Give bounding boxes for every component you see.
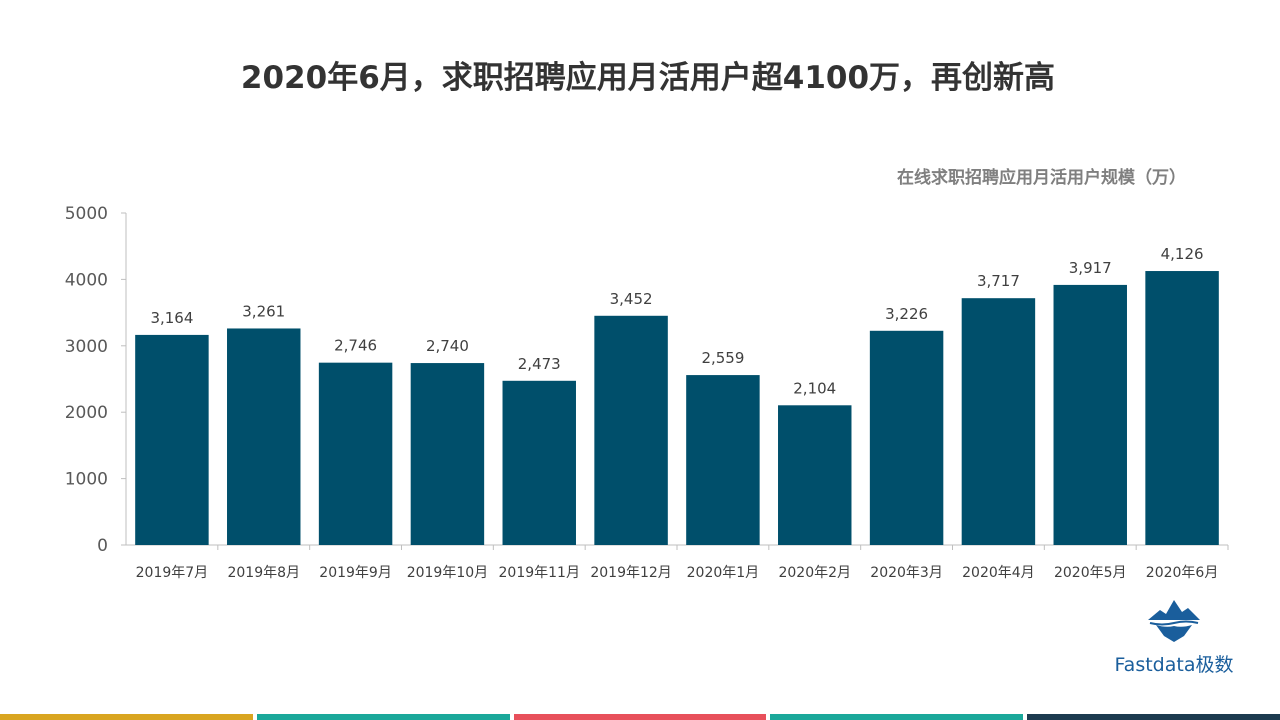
bar xyxy=(410,363,485,545)
data-label: 2,559 xyxy=(701,349,744,367)
x-tick-label: 2019年12月 xyxy=(590,565,671,581)
data-label: 3,164 xyxy=(150,309,193,327)
bar xyxy=(318,362,393,545)
data-label: 2,740 xyxy=(426,337,469,355)
x-tick-label: 2020年2月 xyxy=(778,565,851,581)
x-tick-label: 2020年5月 xyxy=(1054,565,1127,581)
x-tick-label: 2019年7月 xyxy=(136,565,209,581)
brand-logo: Fastdata极数 xyxy=(1104,596,1244,680)
bar xyxy=(502,380,576,545)
data-label: 3,452 xyxy=(610,290,653,308)
y-tick-label: 5000 xyxy=(65,204,108,224)
bar xyxy=(1145,271,1219,545)
chart-title: 在线求职招聘应用月活用户规模（万） xyxy=(897,168,1186,188)
bar xyxy=(961,298,1036,545)
x-tick-label: 2020年1月 xyxy=(687,565,760,581)
stripe-segment xyxy=(513,714,767,720)
bar xyxy=(227,328,301,545)
data-label: 4,126 xyxy=(1161,245,1204,263)
x-tick-label: 2019年8月 xyxy=(227,565,300,581)
data-label: 3,261 xyxy=(242,302,285,320)
x-tick-label: 2020年3月 xyxy=(870,565,943,581)
stripe-segment xyxy=(770,714,1024,720)
x-tick-label: 2019年10月 xyxy=(407,565,488,581)
bar xyxy=(1053,284,1127,545)
x-tick-label: 2020年6月 xyxy=(1146,565,1219,581)
bar xyxy=(686,375,760,545)
data-label: 2,473 xyxy=(518,355,561,373)
data-label: 2,104 xyxy=(793,379,836,397)
y-tick-label: 2000 xyxy=(65,403,108,423)
bar-chart: 0 1000 2000 3000 4000 5000 3,164 2019年7月 3,261 20… xyxy=(65,204,1229,581)
bar xyxy=(594,315,668,545)
x-tick-label: 2020年4月 xyxy=(962,565,1035,581)
x-tick-label: 2019年9月 xyxy=(319,565,392,581)
iceberg-icon xyxy=(1148,600,1200,642)
stripe-segment xyxy=(256,714,510,720)
bottom-stripes xyxy=(0,714,1280,720)
data-label: 3,226 xyxy=(885,305,928,323)
page-title: 2020年6月，求职招聘应用月活用户超4100万，再创新高 xyxy=(240,60,1056,96)
bar xyxy=(778,405,852,545)
brand-name: Fastdata极数 xyxy=(1114,654,1234,676)
stripe-segment xyxy=(1027,714,1280,720)
x-tick-label: 2019年11月 xyxy=(499,565,580,581)
bar xyxy=(135,334,209,545)
data-label: 3,917 xyxy=(1069,259,1112,277)
y-tick-label: 4000 xyxy=(65,270,108,290)
y-tick-label: 3000 xyxy=(65,337,108,357)
bar xyxy=(869,330,944,545)
data-label: 3,717 xyxy=(977,272,1020,290)
y-tick-label: 1000 xyxy=(65,470,108,490)
y-tick-label: 0 xyxy=(97,536,108,556)
stripe-segment xyxy=(0,714,253,720)
data-label: 2,746 xyxy=(334,337,377,355)
